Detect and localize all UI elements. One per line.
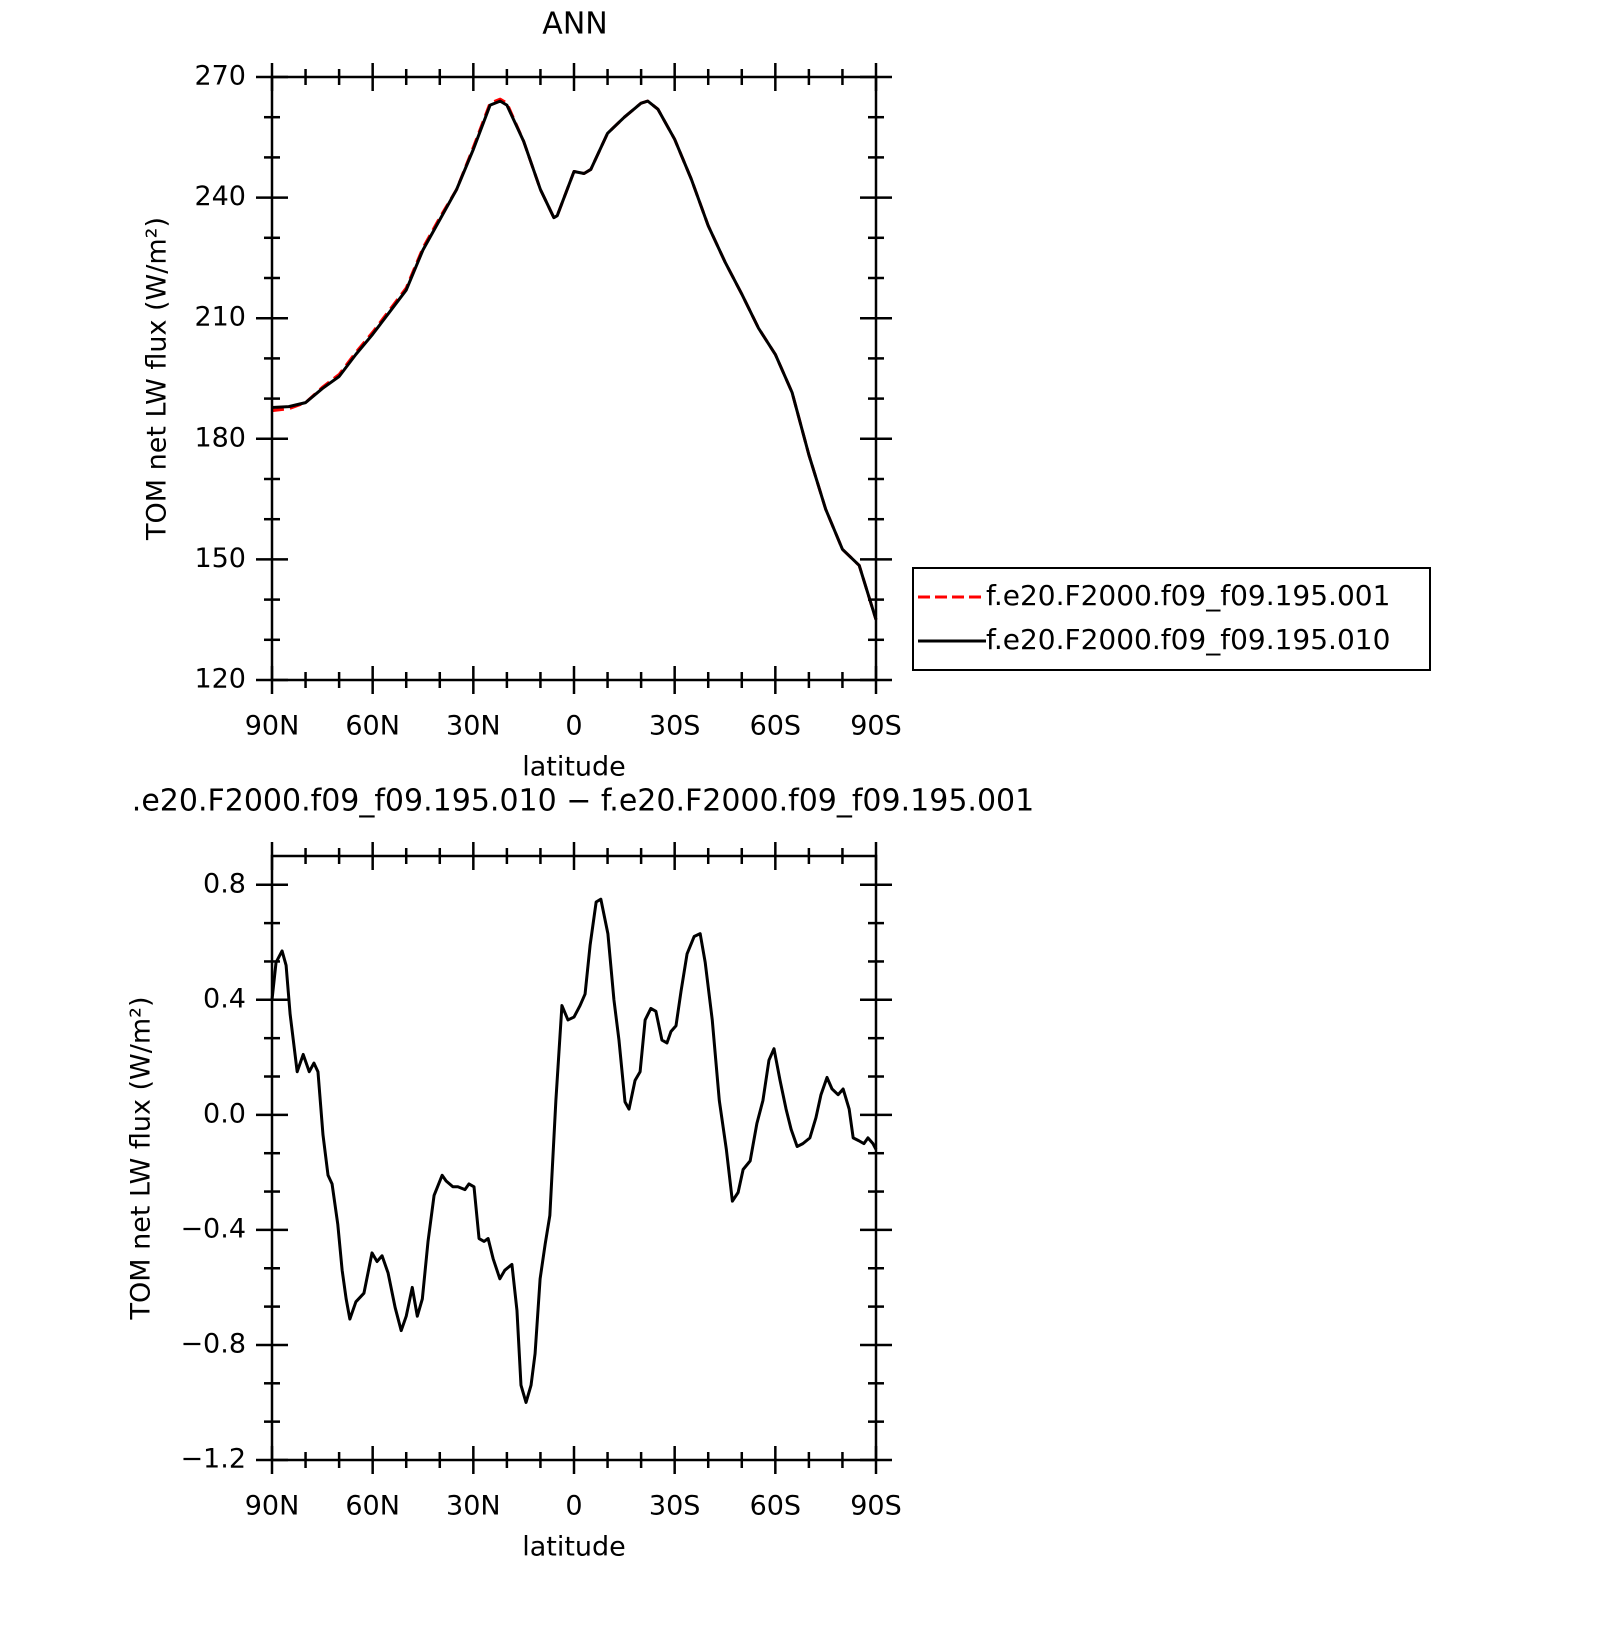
x-tick-label: 90N — [245, 1491, 300, 1522]
x-tick-label: 90S — [850, 1491, 902, 1522]
y-tick-label: 0.4 — [203, 983, 246, 1014]
chart-title: ANN — [542, 7, 607, 42]
y-tick-label: 0.0 — [203, 1098, 246, 1129]
y-tick-label: 240 — [194, 181, 246, 212]
y-axis-label: TOM net LW flux (W/m²) — [126, 996, 157, 1320]
x-tick-label: 90N — [245, 711, 300, 742]
x-tick-label: 30N — [446, 1491, 501, 1522]
y-axis-label: TOM net LW flux (W/m²) — [142, 217, 173, 541]
x-tick-label: 60N — [345, 711, 400, 742]
y-tick-label: 270 — [194, 61, 246, 92]
y-tick-label: 210 — [194, 302, 246, 333]
y-tick-label: −0.4 — [180, 1213, 246, 1244]
chart-title: .e20.F2000.f09_f09.195.010 − f.e20.F2000… — [132, 784, 1034, 819]
legend-label: f.e20.F2000.f09_f09.195.001 — [986, 579, 1390, 612]
x-tick-label: 60S — [750, 1491, 802, 1522]
x-tick-label: 30S — [649, 1491, 701, 1522]
y-tick-label: −1.2 — [180, 1444, 246, 1475]
x-tick-label: 30N — [446, 711, 501, 742]
plot-frame — [270, 854, 878, 1462]
legend-label: f.e20.F2000.f09_f09.195.010 — [986, 623, 1390, 656]
x-tick-label: 60N — [345, 1491, 400, 1522]
y-tick-label: 150 — [194, 543, 246, 574]
y-tick-label: −0.8 — [180, 1328, 246, 1359]
data-line — [270, 897, 878, 1404]
legend-box — [912, 567, 1431, 671]
x-tick-label: 30S — [649, 711, 701, 742]
x-tick-label: 0 — [565, 1491, 582, 1522]
x-axis-label: latitude — [522, 1532, 626, 1563]
x-tick-label: 90S — [850, 711, 902, 742]
x-axis-label: latitude — [522, 752, 626, 783]
x-tick-label: 0 — [565, 711, 582, 742]
data-line — [271, 97, 878, 621]
data-line — [271, 99, 878, 621]
y-tick-label: 0.8 — [203, 868, 246, 899]
y-tick-label: 120 — [194, 664, 246, 695]
y-tick-label: 180 — [194, 422, 246, 453]
x-tick-label: 60S — [750, 711, 802, 742]
